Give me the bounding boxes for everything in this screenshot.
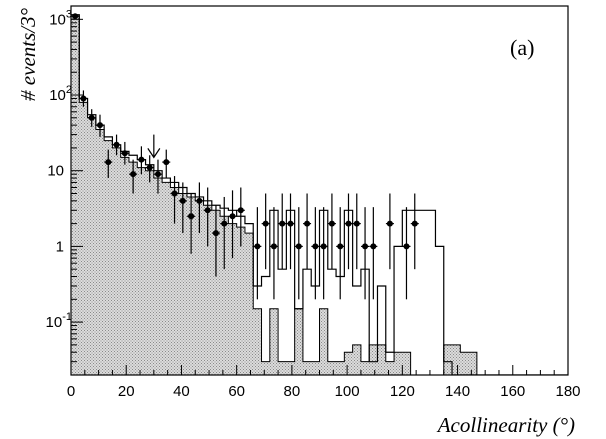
data-point xyxy=(261,193,270,270)
data-point xyxy=(104,149,113,179)
x-tick-label: 20 xyxy=(118,383,135,400)
data-point xyxy=(236,187,245,247)
data-point xyxy=(220,196,229,270)
outline-mc-histogram xyxy=(71,14,568,375)
data-point xyxy=(344,193,353,270)
data-point xyxy=(137,146,146,175)
cut-arrow xyxy=(147,134,161,159)
y-tick-label: 10-1 xyxy=(46,311,72,331)
data-point xyxy=(303,193,312,270)
x-tick-label: 40 xyxy=(173,383,190,400)
data-point xyxy=(369,207,378,300)
data-point xyxy=(162,149,171,179)
data-point xyxy=(402,207,411,300)
data-point xyxy=(129,159,138,194)
panel-label: (a) xyxy=(510,35,534,60)
data-point xyxy=(286,193,295,270)
data-point xyxy=(95,114,104,137)
y-tick-label: 1 xyxy=(56,238,64,255)
data-point xyxy=(336,207,345,300)
x-axis-ticks: 0 20 40 60 80 100 120 140 160 180 xyxy=(67,365,581,400)
data-point xyxy=(269,207,278,300)
shaded-mc-histogram xyxy=(71,15,568,375)
data-point xyxy=(385,193,394,270)
data-point xyxy=(178,182,187,234)
data-point xyxy=(228,190,237,259)
data-point xyxy=(153,159,162,194)
data-point xyxy=(278,193,287,270)
data-point xyxy=(319,207,328,300)
x-tick-label: 80 xyxy=(284,383,301,400)
data-point xyxy=(211,205,220,277)
data-points xyxy=(71,13,419,300)
data-point xyxy=(120,141,129,165)
data-point xyxy=(361,207,370,300)
y-tick-label: 10 xyxy=(47,163,64,180)
data-point xyxy=(79,90,88,107)
data-point xyxy=(203,187,212,247)
y-axis-title: # events/3° xyxy=(16,7,40,101)
x-tick-label: 0 xyxy=(67,383,75,400)
y-tick-label: 102 xyxy=(49,84,72,104)
x-tick-label: 180 xyxy=(555,383,580,400)
x-tick-label: 60 xyxy=(228,383,245,400)
data-point xyxy=(327,193,336,270)
data-point xyxy=(294,207,303,300)
data-point xyxy=(187,193,196,254)
data-point xyxy=(87,109,96,127)
x-axis-title: Acollinearity (°) xyxy=(436,413,575,437)
x-tick-label: 120 xyxy=(390,383,415,400)
y-tick-label: 103 xyxy=(49,8,72,28)
data-point xyxy=(112,134,121,156)
x-tick-label: 100 xyxy=(335,383,360,400)
data-point xyxy=(352,193,361,270)
data-point xyxy=(71,13,80,20)
data-point xyxy=(410,193,419,270)
data-point xyxy=(170,176,179,224)
data-point xyxy=(195,182,204,234)
data-point xyxy=(311,207,320,300)
data-point xyxy=(145,155,154,183)
x-tick-label: 140 xyxy=(445,383,470,400)
x-tick-label: 160 xyxy=(500,383,525,400)
data-point xyxy=(253,207,262,300)
